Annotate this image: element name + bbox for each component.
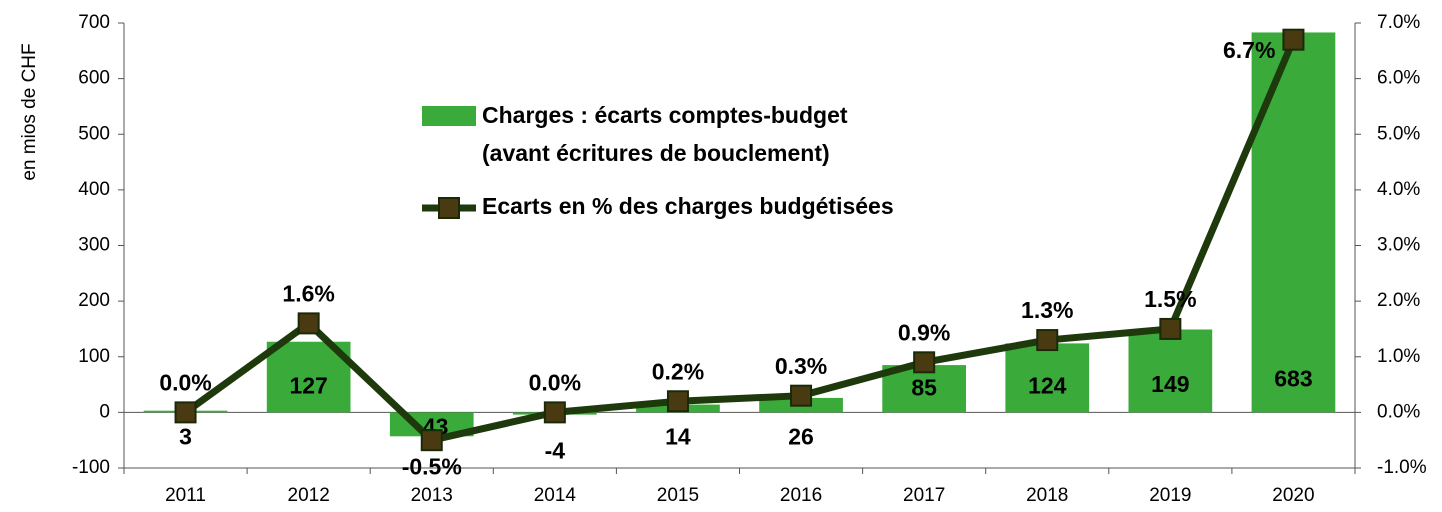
- y2-tick-label: 7.0%: [1377, 12, 1420, 33]
- bar: [1251, 32, 1336, 413]
- y2-tick-label: 3.0%: [1377, 235, 1420, 256]
- bar-label: 85: [911, 375, 937, 401]
- x-tick-label: 2012: [288, 485, 330, 506]
- y2-tick-label: 2.0%: [1377, 290, 1420, 311]
- bar-label: 26: [788, 423, 814, 449]
- line-label: 1.6%: [282, 280, 334, 306]
- y-tick-label: 100: [78, 346, 110, 367]
- bar-label: 14: [665, 423, 691, 449]
- line-label: 0.3%: [775, 353, 827, 379]
- bar-label: 149: [1151, 371, 1189, 397]
- line-label: 0.0%: [529, 369, 581, 395]
- line-label: 0.2%: [652, 358, 704, 384]
- line-label: 1.5%: [1144, 286, 1196, 312]
- line: [183, 38, 1297, 444]
- x-tick-label: 2013: [411, 485, 453, 506]
- x-tick-label: 2011: [165, 485, 206, 506]
- bar-label: -4: [545, 437, 566, 463]
- y2-tick-label: 0.0%: [1377, 401, 1420, 422]
- line-marker: [543, 401, 566, 424]
- line-marker: [1159, 317, 1182, 340]
- y-tick-label: 200: [78, 290, 110, 311]
- legend-label: Ecarts en % des charges budgétisées: [482, 193, 894, 219]
- x-tick-label: 2017: [903, 485, 945, 506]
- bar-label: 683: [1274, 365, 1312, 391]
- y2-tick-label: 1.0%: [1377, 346, 1420, 367]
- legend-swatch: [422, 106, 476, 126]
- y-tick-label: 600: [78, 68, 110, 89]
- y2-tick-label: 4.0%: [1377, 179, 1420, 200]
- line-marker: [666, 390, 689, 413]
- x-tick-label: 2020: [1272, 485, 1314, 506]
- line-marker: [174, 401, 197, 424]
- y2-tick-label: 5.0%: [1377, 123, 1420, 144]
- line-label: -0.5%: [402, 453, 462, 479]
- bar-label: 127: [289, 372, 327, 398]
- y-tick-label: -100: [72, 457, 110, 478]
- line-marker: [913, 351, 936, 374]
- x-tick-label: 2015: [657, 485, 699, 506]
- x-tick-label: 2019: [1149, 485, 1191, 506]
- y-tick-label: 500: [78, 123, 110, 144]
- line-marker: [790, 384, 813, 407]
- y2-tick-label: 6.0%: [1377, 68, 1420, 89]
- bar-label: 124: [1028, 373, 1067, 399]
- y-tick-label: 0: [99, 401, 110, 422]
- line-marker: [420, 429, 443, 452]
- line-marker: [1282, 28, 1305, 51]
- y-tick-label: 300: [78, 235, 110, 256]
- bar: [1005, 343, 1090, 413]
- x-tick-label: 2014: [534, 485, 577, 506]
- line-marker: [297, 312, 320, 335]
- x-tick-label: 2018: [1026, 485, 1068, 506]
- legend-marker: [438, 197, 460, 219]
- legend-label: Charges : écarts comptes-budget: [482, 102, 848, 128]
- bar: [1128, 329, 1213, 413]
- line-label: 0.9%: [898, 319, 950, 345]
- line-label: 6.7%: [1223, 37, 1275, 63]
- y-tick-label: 400: [78, 179, 110, 200]
- line-label: 1.3%: [1021, 297, 1073, 323]
- y-tick-label: 700: [78, 12, 110, 33]
- line-label: 0.0%: [159, 369, 211, 395]
- bar-label: 3: [179, 423, 192, 449]
- x-tick-label: 2016: [780, 485, 822, 506]
- y-axis-label: en mios de CHF: [19, 43, 40, 180]
- legend-label: (avant écritures de bouclement): [482, 140, 830, 166]
- y2-tick-label: -1.0%: [1377, 457, 1427, 478]
- line-marker: [1036, 329, 1059, 352]
